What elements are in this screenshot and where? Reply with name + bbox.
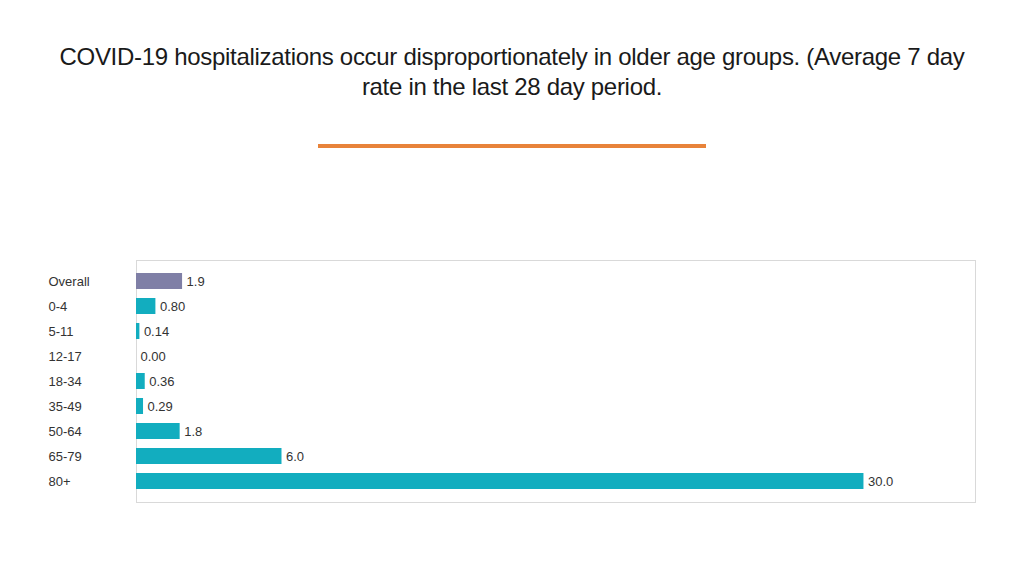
svg-text:6.0: 6.0	[286, 449, 304, 464]
svg-text:1.8: 1.8	[184, 424, 202, 439]
html-text:COVID-19 hospitalizations occu: COVID-19 hospitalizations occur dispropo…	[59, 43, 965, 100]
svg-text:0.80: 0.80	[160, 299, 185, 314]
svg-text:35-49: 35-49	[49, 399, 82, 414]
svg-text:Overall: Overall	[49, 274, 90, 289]
svg-text:0-4: 0-4	[49, 299, 68, 314]
svg-text:65-79: 65-79	[49, 449, 82, 464]
svg-text:50-64: 50-64	[49, 424, 82, 439]
svg-text:12-17: 12-17	[49, 349, 82, 364]
svg-text:30.0: 30.0	[868, 474, 893, 489]
svg-text:0.00: 0.00	[141, 349, 166, 364]
svg-text:0.36: 0.36	[149, 374, 174, 389]
svg-text:0.29: 0.29	[148, 399, 173, 414]
svg-text:80+: 80+	[49, 474, 71, 489]
svg-text:5-11: 5-11	[49, 324, 74, 339]
svg-text:0.14: 0.14	[144, 324, 169, 339]
svg-text:18-34: 18-34	[49, 374, 82, 389]
svg-text:1.9: 1.9	[187, 274, 205, 289]
